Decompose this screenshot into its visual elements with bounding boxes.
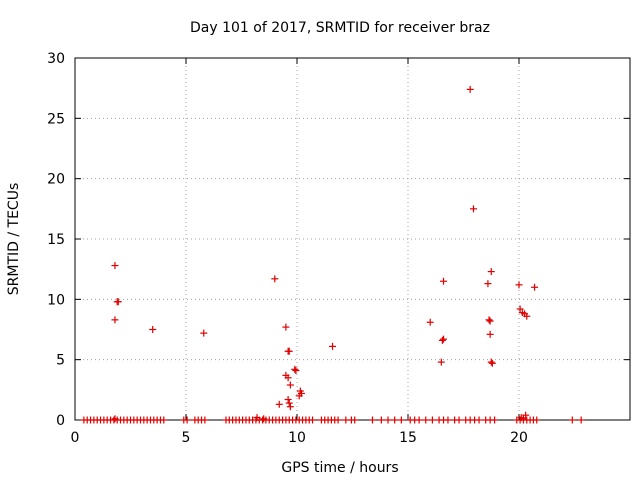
- data-point: [440, 335, 448, 343]
- data-point: [486, 330, 494, 338]
- data-point: [428, 416, 436, 424]
- data-point: [519, 415, 527, 423]
- data-point: [160, 416, 168, 424]
- data-point: [522, 411, 530, 419]
- x-tick-label: 20: [510, 430, 528, 446]
- data-point: [377, 416, 385, 424]
- data-point: [334, 416, 342, 424]
- data-point: [426, 318, 434, 326]
- x-tick-label: 5: [182, 430, 191, 446]
- data-point: [475, 416, 483, 424]
- data-point: [415, 416, 423, 424]
- data-point: [111, 415, 119, 423]
- data-point: [533, 416, 541, 424]
- data-point: [285, 347, 293, 355]
- data-point: [422, 416, 430, 424]
- data-point: [440, 277, 448, 285]
- data-point: [111, 262, 119, 270]
- data-point: [487, 268, 495, 276]
- data-point: [111, 316, 119, 324]
- x-axis: 0 5 10 15 20: [71, 58, 528, 446]
- data-point: [577, 416, 585, 424]
- data-point: [486, 317, 494, 325]
- data-point: [368, 416, 376, 424]
- data-point: [183, 416, 191, 424]
- data-point: [200, 329, 208, 337]
- x-tick-label: 15: [399, 430, 417, 446]
- data-point: [114, 298, 122, 306]
- data-point: [286, 403, 294, 411]
- y-tick-label: 10: [47, 292, 65, 308]
- plot-frame: [74, 57, 631, 421]
- data-point: [309, 416, 317, 424]
- y-axis-label: SRMTID / TECUs: [6, 183, 22, 296]
- y-tick-label: 15: [47, 232, 65, 248]
- data-point: [515, 281, 523, 289]
- x-axis-label: GPS time / hours: [281, 460, 398, 476]
- data-point: [488, 359, 496, 367]
- data-point: [516, 305, 524, 313]
- data-point: [466, 85, 474, 93]
- data-point: [487, 358, 495, 366]
- data-point: [295, 392, 303, 400]
- chart-title: Day 101 of 2017, SRMTID for receiver bra…: [190, 20, 490, 36]
- gridlines: [75, 58, 630, 420]
- y-tick-label: 0: [56, 413, 65, 429]
- data-point: [291, 365, 299, 373]
- y-axis: 0 5 10 15 20 25 30: [47, 51, 630, 429]
- data-point: [201, 416, 209, 424]
- data-point: [253, 414, 261, 422]
- data-point: [523, 312, 531, 320]
- data-point: [437, 358, 445, 366]
- y-tick-label: 25: [47, 111, 65, 127]
- data-point: [469, 205, 477, 213]
- x-tick-label: 0: [71, 430, 80, 446]
- data-point: [485, 316, 493, 324]
- data-point: [271, 275, 279, 283]
- data-point: [275, 400, 283, 408]
- y-tick-label: 30: [47, 51, 65, 67]
- data-point: [444, 416, 452, 424]
- data-point: [284, 395, 292, 403]
- data-point: [260, 415, 268, 423]
- data-point: [292, 367, 300, 375]
- data-point: [391, 416, 399, 424]
- y-tick-label: 20: [47, 172, 65, 188]
- data-point: [351, 416, 359, 424]
- data-point: [286, 381, 294, 389]
- data-point: [438, 336, 446, 344]
- x-tick-label: 10: [288, 430, 306, 446]
- data-point: [568, 416, 576, 424]
- data-point: [455, 416, 463, 424]
- data-point: [397, 416, 405, 424]
- data-point: [491, 416, 499, 424]
- data-points: [80, 85, 585, 424]
- y-tick-label: 5: [56, 353, 65, 369]
- data-point: [149, 326, 157, 333]
- data-point: [484, 280, 492, 288]
- data-point: [284, 374, 292, 382]
- data-point: [285, 399, 293, 407]
- data-point: [329, 342, 337, 350]
- data-point: [282, 323, 290, 331]
- data-point: [384, 416, 392, 424]
- data-point: [531, 283, 539, 291]
